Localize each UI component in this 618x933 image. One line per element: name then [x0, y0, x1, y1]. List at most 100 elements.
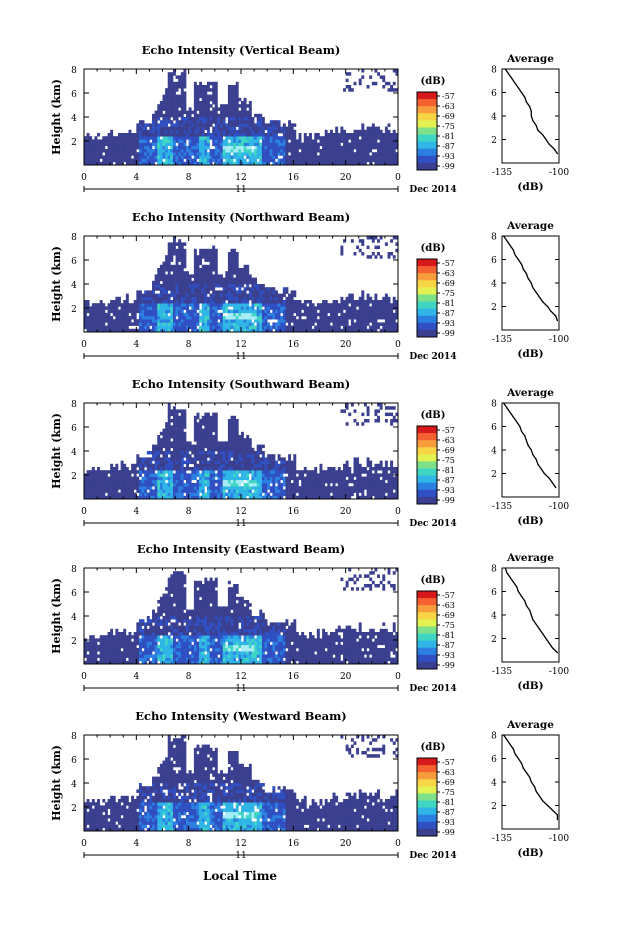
heatmap-cell — [178, 300, 181, 304]
heatmap-cell — [280, 486, 283, 490]
heatmap-cell — [204, 477, 207, 481]
heatmap-cell — [340, 300, 343, 304]
heatmap-cell — [186, 467, 189, 471]
heatmap-cell — [165, 300, 168, 304]
heatmap-cell — [121, 486, 124, 490]
heatmap-cell — [220, 281, 223, 285]
heatmap-cell — [212, 258, 215, 262]
heatmap-cell — [197, 483, 200, 487]
heatmap-cell — [142, 146, 145, 150]
heatmap-cell — [168, 265, 171, 269]
heatmap-cell — [183, 451, 186, 455]
average-profile-point — [506, 240, 507, 241]
heatmap-cell — [296, 143, 299, 147]
heatmap-cell — [254, 136, 257, 140]
heatmap-cell — [157, 493, 160, 497]
heatmap-cell — [212, 98, 215, 102]
heatmap-cell — [173, 287, 176, 291]
panel-1: Echo Intensity (Vertical Beam)2468Height… — [50, 43, 569, 195]
heatmap-cell — [178, 294, 181, 298]
heatmap-cell — [346, 303, 349, 307]
heatmap-cell — [163, 457, 166, 461]
heatmap-cell — [225, 130, 228, 134]
heatmap-cell — [249, 313, 252, 317]
heatmap-cell — [236, 326, 239, 330]
heatmap-cell — [108, 483, 111, 487]
heatmap-cell — [199, 268, 202, 272]
heatmap-cell — [178, 470, 181, 474]
heatmap-cell — [393, 69, 396, 73]
heatmap-cell — [128, 139, 131, 143]
heatmap-cell — [113, 155, 116, 159]
heatmap-cell — [97, 303, 100, 307]
heatmap-cell — [369, 316, 372, 320]
heatmap-cell — [194, 489, 197, 493]
heatmap-cell — [189, 489, 192, 493]
heatmap-cell — [144, 155, 147, 159]
heatmap-cell — [102, 486, 105, 490]
heatmap-cell — [139, 313, 142, 317]
heatmap-cell — [259, 467, 262, 471]
heatmap-cell — [278, 464, 281, 468]
heatmap-cell — [283, 287, 286, 291]
heatmap-cell — [262, 294, 265, 298]
heatmap-cell — [215, 114, 218, 118]
heatmap-cell — [220, 319, 223, 323]
heatmap-cell — [333, 303, 336, 307]
heatmap-cell — [176, 249, 179, 253]
heatmap-cell — [170, 489, 173, 493]
heatmap-cell — [181, 319, 184, 323]
heatmap-cell — [183, 252, 186, 256]
heatmap-cell — [374, 236, 377, 240]
heatmap-cell — [97, 316, 100, 320]
heatmap-cell — [257, 146, 260, 150]
heatmap-cell — [351, 88, 354, 92]
heatmap-cell — [202, 152, 205, 156]
heatmap-cell — [207, 422, 210, 426]
heatmap-cell — [283, 139, 286, 143]
heatmap-cell — [168, 467, 171, 471]
heatmap-cell — [304, 149, 307, 153]
heatmap-cell — [254, 467, 257, 471]
heatmap-cell — [238, 477, 241, 481]
heatmap-cell — [369, 300, 372, 304]
heatmap-cell — [228, 117, 231, 121]
heatmap-cell — [231, 88, 234, 92]
heatmap-cell — [267, 127, 270, 131]
heatmap-cell — [147, 143, 150, 147]
heatmap-cell — [231, 464, 234, 468]
heatmap-cell — [176, 130, 179, 134]
heatmap-cell — [202, 480, 205, 484]
heatmap-cell — [152, 483, 155, 487]
heatmap-cell — [361, 242, 364, 246]
heatmap-cell — [275, 136, 278, 140]
heatmap-cell — [92, 155, 95, 159]
heatmap-cell — [126, 146, 129, 150]
heatmap-cell — [202, 493, 205, 497]
heatmap-cell — [197, 127, 200, 131]
heatmap-cell — [215, 486, 218, 490]
heatmap-cell — [168, 75, 171, 79]
heatmap-cell — [259, 477, 262, 481]
heatmap-cell — [149, 470, 152, 474]
heatmap-cell — [204, 136, 207, 140]
heatmap-cell — [160, 155, 163, 159]
heatmap-cell — [325, 300, 328, 304]
heatmap-cell — [272, 303, 275, 307]
heatmap-cell — [136, 297, 139, 301]
heatmap-cell — [304, 155, 307, 159]
heatmap-cell — [152, 322, 155, 326]
heatmap-cell — [231, 313, 234, 317]
heatmap-cell — [393, 313, 396, 317]
heatmap-cell — [217, 303, 220, 307]
heatmap-cell — [176, 152, 179, 156]
heatmap-cell — [202, 88, 205, 92]
heatmap-cell — [233, 448, 236, 452]
heatmap-cell — [183, 448, 186, 452]
heatmap-cell — [165, 133, 168, 137]
heatmap-cell — [267, 313, 270, 317]
heatmap-cell — [163, 316, 166, 320]
heatmap-cell — [199, 127, 202, 131]
heatmap-cell — [170, 290, 173, 294]
heatmap-cell — [254, 493, 257, 497]
